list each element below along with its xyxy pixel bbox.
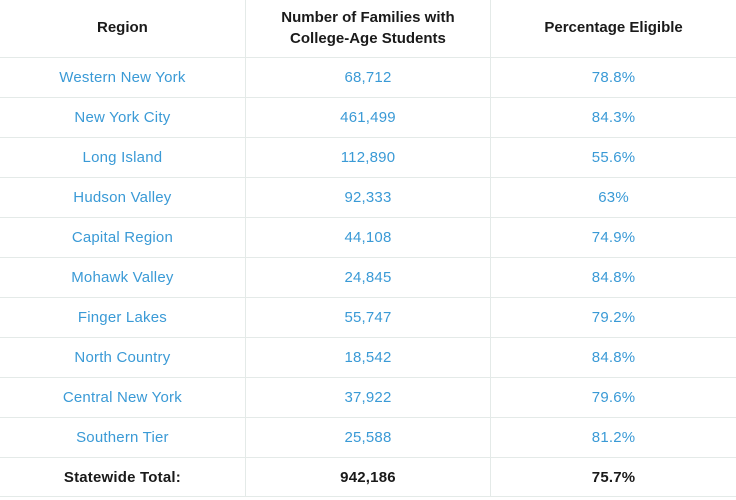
cell-percentage: 79.6% (490, 377, 736, 418)
cell-families: 18,542 (245, 337, 492, 378)
cell-region: Mohawk Valley (0, 257, 246, 298)
header-row: Region Number of Families with College-A… (0, 0, 736, 58)
column-header-region-label: Region (96, 19, 148, 37)
table-row: North Country 18,542 84.8% (0, 337, 736, 378)
column-header-families-label: Number of Families with College-Age Stud… (281, 9, 455, 47)
statewide-total-row: Statewide Total: 942,186 75.7% (0, 457, 736, 497)
table-row: Capital Region 44,108 74.9% (0, 217, 736, 258)
cell-region: North Country (0, 337, 246, 378)
cell-percentage: 81.2% (490, 417, 736, 458)
cell-region: Capital Region (0, 217, 246, 258)
cell-region: Long Island (0, 137, 246, 178)
total-families: 942,186 (245, 457, 492, 497)
cell-families: 461,499 (245, 97, 492, 138)
table-row: Hudson Valley 92,333 63% (0, 177, 736, 218)
cell-region: Finger Lakes (0, 297, 246, 338)
cell-percentage: 74.9% (490, 217, 736, 258)
table-row: Central New York 37,922 79.6% (0, 377, 736, 418)
cell-percentage: 63% (490, 177, 736, 218)
cell-region: Central New York (0, 377, 246, 418)
cell-region: Western New York (0, 57, 246, 98)
cell-region: New York City (0, 97, 246, 138)
cell-percentage: 79.2% (490, 297, 736, 338)
cell-families: 44,108 (245, 217, 492, 258)
cell-families: 112,890 (245, 137, 492, 178)
cell-families: 24,845 (245, 257, 492, 298)
cell-region: Southern Tier (0, 417, 246, 458)
cell-families: 25,588 (245, 417, 492, 458)
column-header-families: Number of Families with College-Age Stud… (245, 0, 492, 58)
cell-percentage: 84.8% (490, 337, 736, 378)
column-header-percentage-label: Percentage Eligible (544, 19, 683, 37)
column-header-percentage: Percentage Eligible (490, 0, 736, 58)
table-row: New York City 461,499 84.3% (0, 97, 736, 138)
cell-percentage: 78.8% (490, 57, 736, 98)
total-percentage: 75.7% (490, 457, 736, 497)
cell-families: 92,333 (245, 177, 492, 218)
table-body: Western New York 68,712 78.8% New York C… (0, 57, 736, 497)
cell-region: Hudson Valley (0, 177, 246, 218)
table-row: Western New York 68,712 78.8% (0, 57, 736, 98)
cell-families: 37,922 (245, 377, 492, 418)
cell-families: 55,747 (245, 297, 492, 338)
table-row: Finger Lakes 55,747 79.2% (0, 297, 736, 338)
column-header-region: Region (0, 0, 246, 58)
cell-percentage: 84.8% (490, 257, 736, 298)
cell-families: 68,712 (245, 57, 492, 98)
total-label: Statewide Total: (0, 457, 246, 497)
table-row: Mohawk Valley 24,845 84.8% (0, 257, 736, 298)
table-row: Long Island 112,890 55.6% (0, 137, 736, 178)
cell-percentage: 55.6% (490, 137, 736, 178)
table-header: Region Number of Families with College-A… (0, 0, 736, 58)
table-row: Southern Tier 25,588 81.2% (0, 417, 736, 458)
cell-percentage: 84.3% (490, 97, 736, 138)
